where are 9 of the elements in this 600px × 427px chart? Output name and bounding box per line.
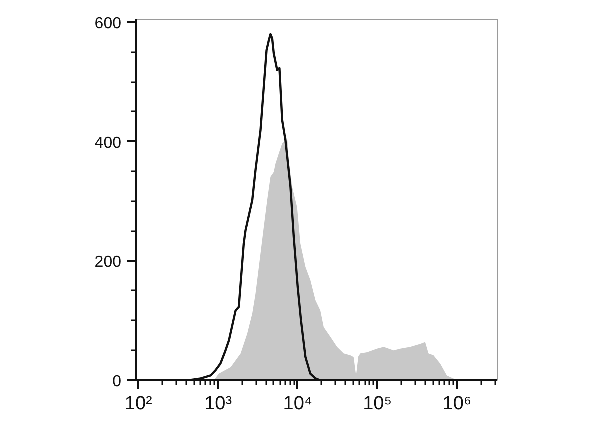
x-tick-label: 10⁶ bbox=[442, 394, 472, 414]
y-tick-label: 200 bbox=[94, 254, 122, 272]
x-tick-label: 10⁴ bbox=[283, 394, 313, 414]
y-tick-label: 400 bbox=[94, 134, 122, 152]
x-tick-label: 10² bbox=[124, 394, 152, 414]
y-tick-label: 600 bbox=[94, 15, 122, 32]
x-tick-label: 10³ bbox=[204, 394, 232, 414]
y-tick-label: 0 bbox=[112, 374, 122, 390]
x-tick-label: 10⁵ bbox=[363, 394, 392, 414]
